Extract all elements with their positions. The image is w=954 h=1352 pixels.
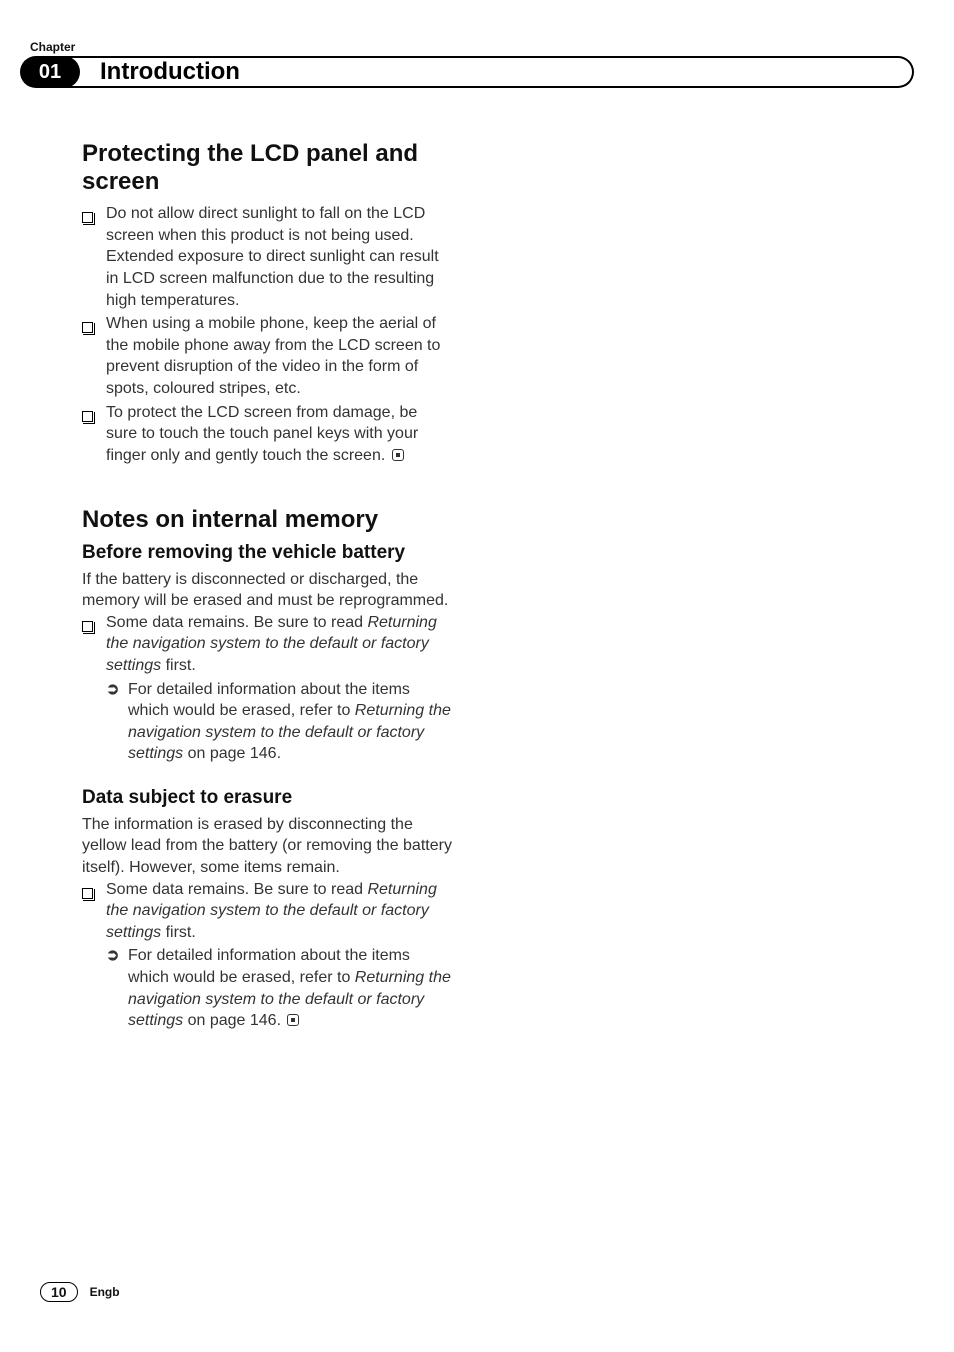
page: Chapter 01 Introduction Protecting the L…: [0, 0, 954, 1352]
bullet-icon: [82, 879, 106, 1032]
subsection-heading: Data subject to erasure: [82, 787, 452, 810]
sub-list-item: ➲ For detailed information about the ite…: [106, 679, 452, 765]
chapter-title: Introduction: [100, 58, 240, 86]
sub-bullet-list: ➲ For detailed information about the ite…: [106, 945, 452, 1031]
text-run: Some data remains. Be sure to read: [106, 614, 367, 631]
chapter-header: 01 Introduction: [20, 56, 914, 88]
chapter-number-pill: 01: [20, 56, 80, 88]
bullet-list: Some data remains. Be sure to read Retur…: [82, 612, 452, 765]
bullet-list: Some data remains. Be sure to read Retur…: [82, 879, 452, 1032]
sub-list-item-text: For detailed information about the items…: [128, 679, 452, 765]
chapter-label: Chapter: [30, 40, 75, 54]
paragraph: The information is erased by disconnecti…: [82, 814, 452, 879]
list-item: When using a mobile phone, keep the aeri…: [82, 313, 452, 399]
content-column: Protecting the LCD panel and screen Do n…: [82, 140, 452, 1072]
text-run: first.: [161, 924, 196, 941]
list-item-text: Some data remains. Be sure to read Retur…: [106, 879, 452, 1032]
text-run: on page 146.: [183, 1012, 281, 1029]
list-item-text-inner: To protect the LCD screen from damage, b…: [106, 404, 418, 464]
page-number: 10: [40, 1282, 78, 1302]
bullet-icon: [82, 402, 106, 467]
arrow-icon: ➲: [106, 945, 128, 1031]
section-heading: Notes on internal memory: [82, 506, 452, 534]
section-protecting-lcd: Protecting the LCD panel and screen Do n…: [82, 140, 452, 466]
bullet-list: Do not allow direct sunlight to fall on …: [82, 203, 452, 466]
section-end-icon: [287, 1014, 299, 1026]
sub-list-item: ➲ For detailed information about the ite…: [106, 945, 452, 1031]
language-code: Engb: [90, 1285, 120, 1299]
sub-list-item-text: For detailed information about the items…: [128, 945, 452, 1031]
text-run: first.: [161, 657, 196, 674]
section-notes-memory: Notes on internal memory Before removing…: [82, 506, 452, 1031]
text-run: on page 146.: [183, 745, 281, 762]
list-item-text: When using a mobile phone, keep the aeri…: [106, 313, 452, 399]
subsection-heading: Before removing the vehicle battery: [82, 542, 452, 565]
subsection-data-erasure: Data subject to erasure The information …: [82, 787, 452, 1032]
list-item: Do not allow direct sunlight to fall on …: [82, 203, 452, 311]
list-item-text: Do not allow direct sunlight to fall on …: [106, 203, 452, 311]
section-end-icon: [392, 449, 404, 461]
bullet-icon: [82, 612, 106, 765]
page-footer: 10 Engb: [40, 1282, 120, 1302]
list-item: Some data remains. Be sure to read Retur…: [82, 612, 452, 765]
list-item: To protect the LCD screen from damage, b…: [82, 402, 452, 467]
text-run: Some data remains. Be sure to read: [106, 881, 367, 898]
list-item-text: To protect the LCD screen from damage, b…: [106, 402, 452, 467]
subsection-before-removing: Before removing the vehicle battery If t…: [82, 542, 452, 765]
bullet-icon: [82, 313, 106, 399]
list-item-text: Some data remains. Be sure to read Retur…: [106, 612, 452, 765]
bullet-icon: [82, 203, 106, 311]
section-heading: Protecting the LCD panel and screen: [82, 140, 452, 195]
paragraph: If the battery is disconnected or discha…: [82, 569, 452, 612]
sub-bullet-list: ➲ For detailed information about the ite…: [106, 679, 452, 765]
list-item: Some data remains. Be sure to read Retur…: [82, 879, 452, 1032]
arrow-icon: ➲: [106, 679, 128, 765]
